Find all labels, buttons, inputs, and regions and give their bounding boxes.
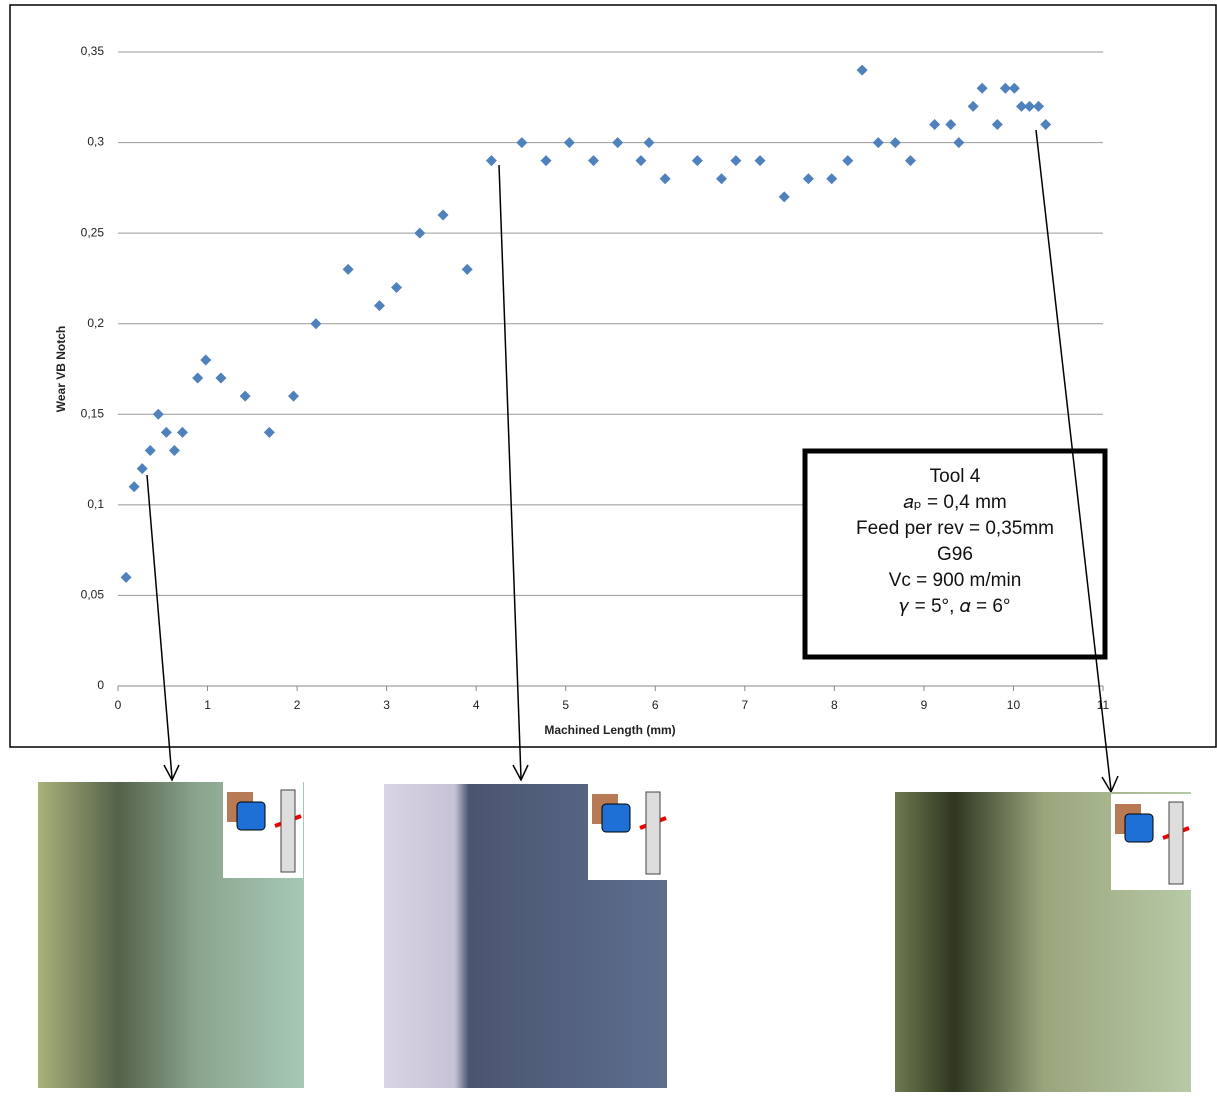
point: [152, 408, 164, 420]
point: [889, 137, 901, 149]
point: [872, 137, 884, 149]
point: [826, 173, 838, 185]
point: [128, 481, 140, 493]
x-tick-label: 4: [473, 698, 480, 712]
tool-icon: [588, 784, 668, 880]
annotation-line: Feed per rev = 0,35mm: [856, 518, 1054, 539]
point: [144, 445, 156, 457]
point: [643, 137, 655, 149]
point: [842, 155, 854, 167]
point: [563, 137, 575, 149]
x-tick-label: 2: [294, 698, 301, 712]
y-tick-label: 0,1: [87, 497, 104, 511]
x-tick-label: 1: [204, 698, 211, 712]
annotation-line: Vc = 900 m/min: [889, 570, 1022, 591]
point: [967, 100, 979, 112]
point: [461, 263, 473, 275]
point: [778, 191, 790, 203]
point: [263, 426, 275, 438]
annotation-box: [802, 448, 1108, 660]
point: [802, 173, 814, 185]
point: [945, 118, 957, 130]
point: [373, 300, 385, 312]
x-tick-label: 8: [831, 698, 838, 712]
point: [192, 372, 204, 384]
x-tick-label: 10: [1007, 698, 1021, 712]
point: [414, 227, 426, 239]
x-tick-label: 0: [115, 698, 122, 712]
y-tick-label: 0,35: [81, 44, 105, 58]
tool-icon: [223, 782, 303, 878]
point: [120, 571, 132, 583]
y-tick-label: 0,3: [87, 135, 104, 149]
y-tick-label: 0,25: [81, 225, 105, 239]
annotation-line: G96: [937, 544, 973, 565]
point: [659, 173, 671, 185]
point: [1040, 118, 1052, 130]
point: [691, 155, 703, 167]
point: [730, 155, 742, 167]
point: [1008, 82, 1020, 94]
point: [856, 64, 868, 76]
point: [587, 155, 599, 167]
point: [1024, 100, 1036, 112]
point: [136, 463, 148, 475]
point: [716, 173, 728, 185]
x-tick-label: 7: [741, 698, 748, 712]
arrows: [146, 129, 1119, 794]
point: [904, 155, 916, 167]
point: [991, 118, 1003, 130]
point: [612, 137, 624, 149]
annotation-line: 𝛾 = 5°, 𝛼 = 6°: [899, 596, 1010, 617]
y-axis-label: Wear VB Notch: [54, 326, 68, 412]
y-tick-label: 0,2: [87, 316, 104, 330]
x-tick-label: 5: [562, 698, 569, 712]
x-tick-label: 11: [1097, 698, 1110, 712]
point: [953, 137, 965, 149]
annotation: Tool 4 𝑎ₚ = 0,4 mm Feed per rev = 0,35mm G9…: [856, 466, 1054, 617]
point: [168, 445, 180, 457]
y-tick-label: 0,05: [81, 588, 105, 602]
point: [485, 155, 497, 167]
point: [754, 155, 766, 167]
annotation-line: 𝑎ₚ = 0,4 mm: [903, 492, 1006, 513]
point: [215, 372, 227, 384]
point: [635, 155, 647, 167]
point: [160, 426, 172, 438]
point: [929, 118, 941, 130]
point: [540, 155, 552, 167]
point: [437, 209, 449, 221]
point: [1016, 100, 1028, 112]
photos: [38, 782, 1191, 1092]
x-tick-label: 6: [652, 698, 659, 712]
y-tick-label: 0: [97, 678, 104, 692]
point: [200, 354, 212, 366]
point: [310, 318, 322, 330]
point: [516, 137, 528, 149]
x-tick-label: 3: [383, 698, 390, 712]
plot-area: 0 0,05 0,1 0,15 0,2 0,25 0,3 0,35 0 1 2 3 4 5 6 7 8 9 10 11: [81, 44, 1110, 712]
point: [239, 390, 251, 402]
point: [390, 281, 402, 293]
y-tick-label: 0,15: [81, 406, 105, 420]
point: [288, 390, 300, 402]
point: [976, 82, 988, 94]
x-tick-label: 9: [921, 698, 928, 712]
point: [1033, 100, 1045, 112]
x-axis-label: Machined Length (mm): [544, 723, 675, 737]
point: [176, 426, 188, 438]
tool-icon: [1111, 794, 1191, 890]
annotation-line: Tool 4: [930, 466, 981, 487]
point: [999, 82, 1011, 94]
point: [342, 263, 354, 275]
